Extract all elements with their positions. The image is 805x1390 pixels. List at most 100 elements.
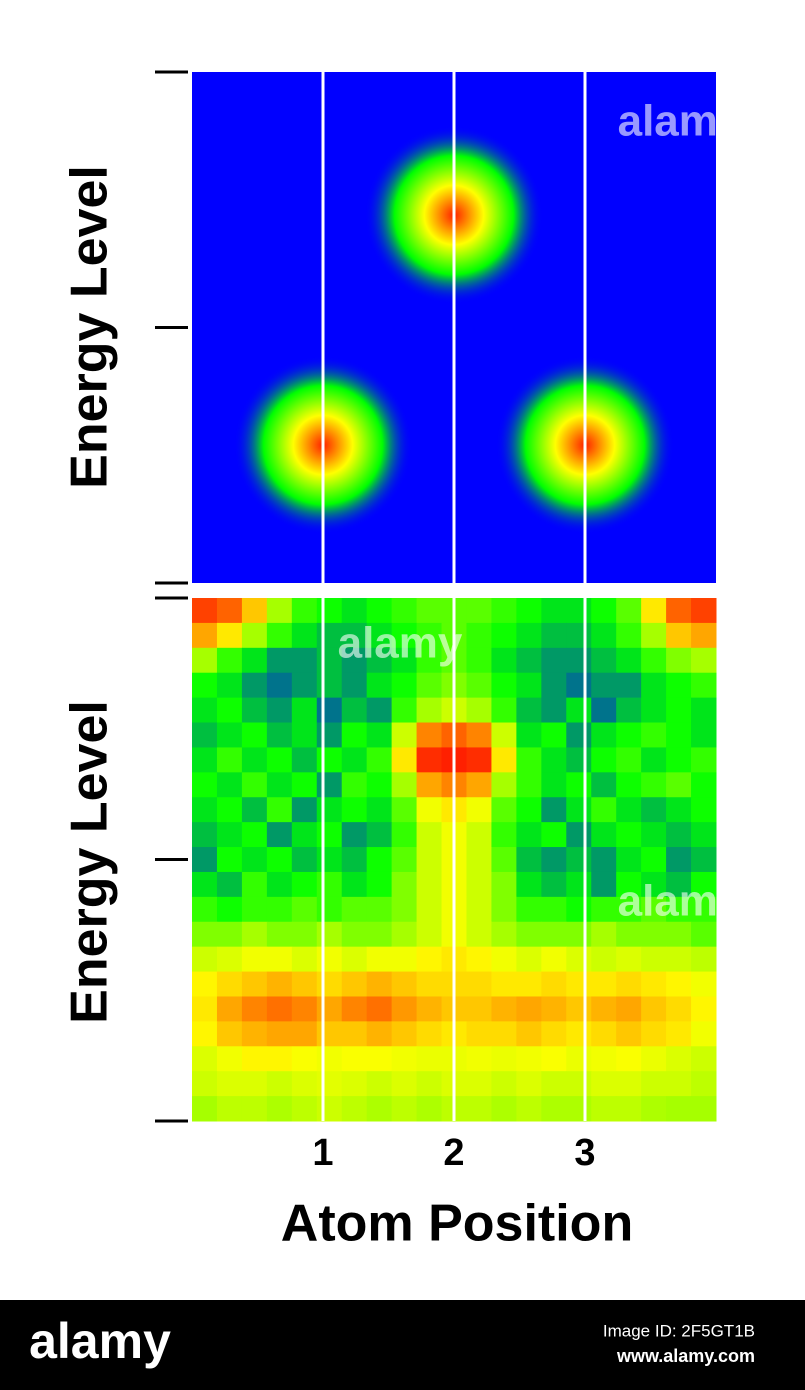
heatmap-cell bbox=[566, 921, 592, 948]
heatmap-cell bbox=[516, 996, 542, 1022]
heatmap-cell bbox=[691, 822, 717, 848]
heatmap-cell bbox=[466, 1021, 492, 1047]
heatmap-cell bbox=[666, 996, 692, 1022]
heatmap-cell bbox=[566, 647, 592, 674]
x-axis-label: Atom Position bbox=[281, 1195, 633, 1253]
heatmap-cell bbox=[666, 1046, 692, 1072]
heatmap-cell bbox=[616, 946, 642, 973]
heatmap-cell bbox=[541, 598, 567, 624]
heatmap-cell bbox=[216, 847, 243, 873]
heatmap-cell bbox=[291, 697, 318, 724]
heatmap-cell bbox=[516, 847, 542, 873]
heatmap-cell bbox=[266, 672, 293, 699]
heatmap-cell bbox=[666, 622, 692, 649]
heatmap-cell bbox=[266, 772, 293, 798]
heatmap-cell bbox=[491, 1046, 517, 1072]
heatmap-cell bbox=[616, 797, 642, 823]
heatmap-cell bbox=[566, 672, 592, 699]
heatmap-cell bbox=[316, 996, 343, 1022]
heatmap-cell bbox=[316, 722, 343, 748]
heatmap-cell bbox=[616, 1096, 642, 1122]
heatmap-cell bbox=[192, 672, 218, 699]
heatmap-cell bbox=[266, 822, 293, 848]
heatmap-cell bbox=[591, 797, 617, 823]
heatmap-cell bbox=[466, 996, 492, 1022]
heatmap-cell bbox=[416, 996, 443, 1022]
heatmap-cell bbox=[516, 871, 542, 898]
heatmap-cell bbox=[491, 847, 517, 873]
heatmap-cell bbox=[241, 697, 268, 724]
heatmap-cell bbox=[491, 1021, 517, 1047]
heatmap-cell bbox=[641, 847, 667, 873]
heatmap-cell bbox=[666, 647, 692, 674]
y-axis-label: Energy Level bbox=[61, 165, 119, 489]
heatmap-cell bbox=[316, 647, 343, 674]
heatmap-cell bbox=[566, 896, 592, 923]
heatmap-cell bbox=[491, 722, 517, 748]
heatmap-cell bbox=[616, 747, 642, 773]
heatmap-cell bbox=[341, 996, 368, 1022]
heatmap-cell bbox=[691, 598, 717, 624]
heatmap-cell bbox=[192, 598, 218, 624]
heatmap-cell bbox=[591, 722, 617, 748]
heatmap-cell bbox=[416, 797, 443, 823]
heatmap-cell bbox=[666, 871, 692, 898]
heatmap-cell bbox=[666, 1021, 692, 1047]
heatmap-cell bbox=[541, 896, 567, 923]
heatmap-cell bbox=[341, 896, 368, 923]
heatmap-cell bbox=[416, 1071, 443, 1097]
heatmap-cell bbox=[216, 1096, 243, 1122]
heatmap-cell bbox=[566, 946, 592, 973]
heatmap-cell bbox=[491, 1071, 517, 1097]
heatmap-cell bbox=[616, 1071, 642, 1097]
heatmap-cell bbox=[591, 647, 617, 674]
heatmap-cell bbox=[241, 722, 268, 748]
heatmap-cell bbox=[266, 1021, 293, 1047]
heatmap-cell bbox=[591, 1046, 617, 1072]
heatmap-cell bbox=[192, 1096, 218, 1122]
heatmap-cell bbox=[216, 1021, 243, 1047]
heatmap-cell bbox=[641, 921, 667, 948]
heatmap-cell bbox=[192, 822, 218, 848]
heatmap-cell bbox=[491, 747, 517, 773]
heatmap-cell bbox=[616, 871, 642, 898]
heatmap-cell bbox=[491, 797, 517, 823]
heatmap-cell bbox=[591, 1096, 617, 1122]
heatmap-cell bbox=[491, 871, 517, 898]
heatmap-cell bbox=[566, 1096, 592, 1122]
heatmap-cell bbox=[192, 1046, 218, 1072]
heatmap-cell bbox=[491, 822, 517, 848]
heatmap-cell bbox=[266, 921, 293, 948]
heatmap-cell bbox=[616, 996, 642, 1022]
heatmap-cell bbox=[241, 1046, 268, 1072]
heatmap-cell bbox=[291, 896, 318, 923]
heatmap-cell bbox=[641, 722, 667, 748]
heatmap-cell bbox=[691, 847, 717, 873]
heatmap-cell bbox=[666, 822, 692, 848]
heatmap-cell bbox=[566, 622, 592, 649]
heatmap-cell bbox=[391, 1071, 418, 1097]
heatmap-cell bbox=[616, 1046, 642, 1072]
heatmap-cell bbox=[216, 871, 243, 898]
heatmap-cell bbox=[192, 896, 218, 923]
heatmap-cell bbox=[541, 971, 567, 997]
heatmap-cell bbox=[516, 1021, 542, 1047]
heatmap-cell bbox=[591, 971, 617, 997]
heatmap-cell bbox=[691, 622, 717, 649]
heatmap-cell bbox=[416, 921, 443, 948]
heatmap-cell bbox=[241, 797, 268, 823]
heatmap-cell bbox=[366, 722, 393, 748]
heatmap-cell bbox=[391, 1021, 418, 1047]
heatmap-cell bbox=[192, 1021, 218, 1047]
heatmap-cell bbox=[366, 896, 393, 923]
heatmap-cell bbox=[566, 822, 592, 848]
y-axis-label: Energy Level bbox=[61, 700, 119, 1024]
heatmap-cell bbox=[416, 1021, 443, 1047]
heatmap-cell bbox=[291, 622, 318, 649]
heatmap-cell bbox=[366, 946, 393, 973]
heatmap-cell bbox=[391, 598, 418, 624]
heatmap-cell bbox=[641, 822, 667, 848]
heatmap-cell bbox=[216, 747, 243, 773]
heatmap-cell bbox=[466, 747, 492, 773]
heatmap-cell bbox=[641, 996, 667, 1022]
